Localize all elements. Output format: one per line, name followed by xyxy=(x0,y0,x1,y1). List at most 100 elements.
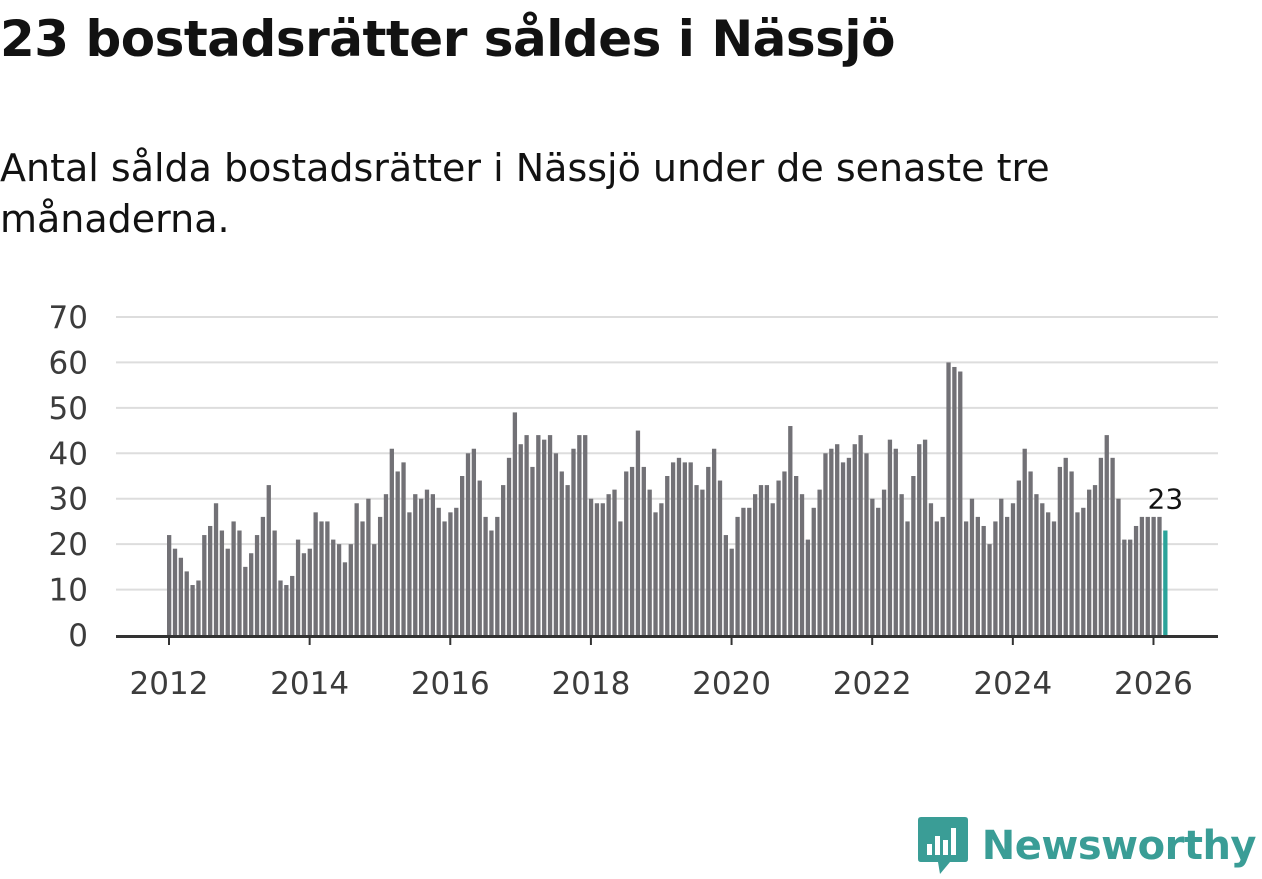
bar xyxy=(881,489,887,635)
bar xyxy=(969,498,975,635)
bar xyxy=(401,462,406,635)
bar-highlight xyxy=(1163,530,1168,635)
bar xyxy=(1116,498,1121,635)
bar xyxy=(202,535,207,635)
bar xyxy=(922,439,928,635)
bar xyxy=(460,476,465,635)
bar xyxy=(612,489,617,635)
bar xyxy=(577,435,582,635)
bar xyxy=(495,516,500,635)
bar xyxy=(418,498,424,635)
bar xyxy=(583,435,588,635)
bar xyxy=(196,580,201,635)
bar xyxy=(870,498,875,635)
y-tick-label: 60 xyxy=(49,345,88,381)
bar xyxy=(606,494,611,635)
bar xyxy=(805,539,811,635)
bar xyxy=(1004,516,1010,635)
bar xyxy=(629,466,635,635)
bar xyxy=(284,585,289,635)
y-tick-label: 30 xyxy=(49,482,88,518)
bar xyxy=(272,530,277,635)
bars xyxy=(167,362,1168,635)
bar xyxy=(659,503,664,635)
bar xyxy=(530,466,535,635)
newsworthy-logo-text: Newsworthy xyxy=(981,823,1257,869)
bar xyxy=(1063,457,1068,635)
bar xyxy=(852,444,857,635)
bar xyxy=(776,480,781,635)
bar xyxy=(1104,435,1109,635)
bar xyxy=(723,535,728,635)
bar xyxy=(331,539,336,635)
bar xyxy=(1016,480,1021,635)
bar xyxy=(436,507,441,635)
bar xyxy=(928,503,934,635)
bar xyxy=(835,444,840,635)
bar xyxy=(624,471,629,635)
bar xyxy=(178,557,184,635)
y-tick-label: 50 xyxy=(49,391,88,427)
bar xyxy=(260,516,266,635)
bar xyxy=(360,521,365,635)
bar xyxy=(407,512,412,635)
bar xyxy=(1034,494,1039,635)
bar xyxy=(899,494,904,635)
bar xyxy=(225,548,230,635)
bar xyxy=(518,444,523,635)
bar xyxy=(1133,525,1139,635)
chart-title: 23 bostadsrätter såldes i Nässjö xyxy=(0,10,895,68)
bar xyxy=(454,507,459,635)
bar xyxy=(553,453,559,635)
bar xyxy=(823,453,828,635)
bar xyxy=(319,521,324,635)
bar xyxy=(794,476,799,635)
bar xyxy=(354,503,359,635)
bar xyxy=(682,462,687,635)
bar xyxy=(1151,516,1156,635)
bar xyxy=(430,494,435,635)
y-axis-ticks: 0 10 20 30 40 50 60 70 xyxy=(49,300,88,654)
bar xyxy=(506,457,512,635)
bar xyxy=(395,471,400,635)
bar xyxy=(717,480,723,635)
bar xyxy=(571,448,576,635)
x-axis-ticks: 2012 2014 2016 2018 2020 2022 2024 2026 xyxy=(130,637,1193,702)
bar xyxy=(747,507,752,635)
bar xyxy=(1075,512,1080,635)
bar xyxy=(987,544,992,635)
bar xyxy=(688,462,693,635)
bar xyxy=(301,553,307,635)
bar xyxy=(389,448,394,635)
bar xyxy=(999,498,1004,635)
bar xyxy=(512,412,518,635)
bar xyxy=(594,503,600,635)
newsworthy-logo[interactable]: Newsworthy xyxy=(917,817,1257,875)
y-tick-label: 20 xyxy=(49,527,88,563)
bar xyxy=(1022,448,1027,635)
x-tick-label: 2026 xyxy=(1114,666,1193,702)
bar xyxy=(342,562,348,635)
bar xyxy=(817,489,822,635)
bar xyxy=(1040,503,1045,635)
bar xyxy=(905,521,910,635)
bar xyxy=(442,521,447,635)
bar xyxy=(764,485,770,635)
bar xyxy=(770,503,775,635)
bar xyxy=(618,521,623,635)
bar xyxy=(946,362,951,635)
bar xyxy=(1081,507,1086,635)
y-tick-label: 10 xyxy=(49,573,88,609)
bar xyxy=(325,521,330,635)
bar xyxy=(864,453,869,635)
bar xyxy=(266,485,271,635)
bar xyxy=(641,466,646,635)
bar xyxy=(876,507,881,635)
bar xyxy=(840,462,846,635)
bar xyxy=(167,535,172,635)
bar xyxy=(348,544,353,635)
bar xyxy=(254,535,260,635)
bar xyxy=(694,485,699,635)
bar xyxy=(600,503,605,635)
bar xyxy=(213,503,219,635)
